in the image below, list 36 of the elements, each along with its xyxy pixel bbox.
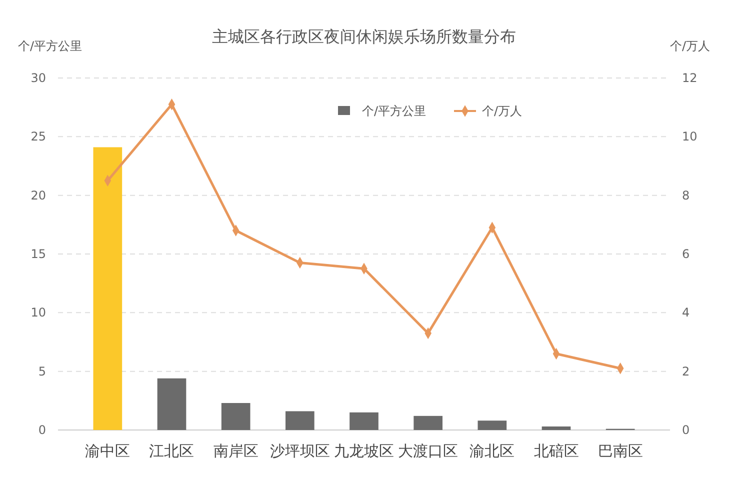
x-tick-label: 渝中区 [85,442,130,460]
x-tick-label: 巴南区 [598,442,643,460]
y-tick-label: 30 [30,71,46,85]
x-tick-label: 江北区 [149,442,194,460]
bar [93,147,122,430]
y2-tick-label: 0 [682,423,690,437]
y2-axis-title: 个/万人 [670,39,710,53]
y-tick-label: 15 [30,247,46,261]
y-tick-label: 20 [30,188,46,202]
y-tick-label: 10 [30,306,46,320]
y-tick-label: 0 [38,423,46,437]
y2-tick-label: 10 [682,130,698,144]
chart-title: 主城区各行政区夜间休闲娱乐场所数量分布 [212,27,516,46]
bar [221,403,250,430]
x-tick-label: 北碚区 [534,442,579,460]
y2-tick-label: 4 [682,306,690,320]
y-tick-label: 25 [30,130,46,144]
x-tick-label: 九龙坡区 [334,442,394,460]
y2-tick-label: 12 [682,71,698,85]
y-tick-label: 5 [38,364,46,378]
y2-tick-label: 8 [682,188,690,202]
bar [414,416,443,430]
x-tick-label: 南岸区 [213,442,258,460]
x-tick-label: 大渡口区 [398,442,458,460]
bar [478,420,507,430]
x-tick-label: 渝北区 [470,442,515,460]
x-tick-label: 沙坪坝区 [270,442,330,460]
legend-label: 个/平方公里 [362,104,426,118]
y-axis-title: 个/平方公里 [18,39,82,53]
bar [285,411,314,430]
legend-label: 个/万人 [482,104,522,118]
y2-tick-label: 2 [682,364,690,378]
y2-tick-label: 6 [682,247,690,261]
bar [542,426,571,430]
bar [157,378,186,430]
bar [350,412,378,430]
